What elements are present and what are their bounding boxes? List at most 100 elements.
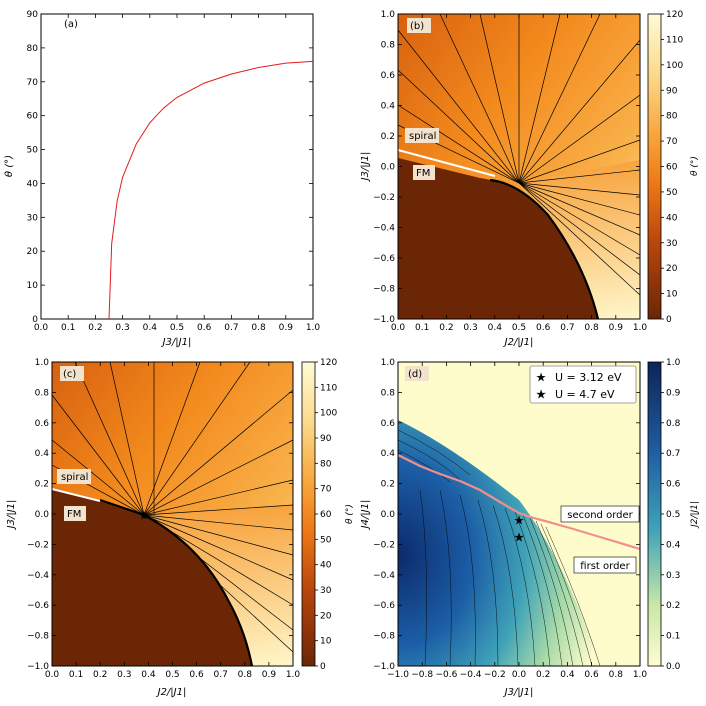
x-tick-label: −0.4 (460, 670, 482, 680)
colorbar-tick-label: 100 (320, 409, 337, 419)
panel-label-box-d (405, 366, 429, 381)
y-tick-label: 40 (27, 179, 39, 189)
y-tick-label: 0.6 (35, 419, 50, 429)
x-tick-label: 0.8 (609, 670, 624, 680)
y-tick-label: −0.4 (373, 224, 395, 234)
x-tick-label: 0.4 (560, 670, 575, 680)
colorbar-tick-label: 70 (666, 137, 678, 147)
colorbar-tick-label: 0.1 (666, 632, 680, 642)
y-tick-label: −0.6 (373, 254, 395, 264)
colorbar-tick-label: 120 (320, 358, 337, 368)
contour-lines-d (397, 429, 601, 667)
y-tick-label: 0.2 (35, 480, 49, 490)
colorbar-tick-label: 60 (666, 163, 678, 173)
y-tick-label: 0.8 (381, 41, 396, 51)
colorbar-tick-label: 100 (666, 61, 683, 71)
y-tick-label: −0.8 (373, 632, 395, 642)
panel-label-b: (b) (410, 21, 424, 32)
y-tick-label: 80 (27, 44, 39, 54)
x-tick-label: −0.6 (435, 670, 457, 680)
panel-label-a: (a) (64, 19, 78, 30)
x-tick-label: 0.6 (189, 670, 204, 680)
legend-label-u47: U = 4.7 eV (555, 388, 615, 401)
colorbar-d (647, 361, 662, 667)
colorbar-tick-label: 30 (666, 239, 678, 249)
y-tick-label: 90 (27, 10, 39, 20)
y-tick-label: 60 (27, 112, 39, 122)
y-axis-label-c: J3/|J1| (6, 500, 17, 531)
fm-boundary-c (99, 498, 254, 667)
y-tick-label: 0.4 (381, 102, 396, 112)
x-axis-label-c: J2/|J1| (156, 687, 187, 698)
y-tick-label: 0.2 (381, 132, 395, 142)
y-tick-label: −0.2 (27, 540, 49, 550)
x-tick-label: 1.0 (633, 323, 648, 333)
x-tick-label: 1.0 (633, 670, 648, 680)
red-star-marker-d: ★ (514, 514, 524, 527)
x-tick-label: 0.4 (141, 670, 156, 680)
spiral-label-box-b (405, 128, 439, 143)
colorbar-tick-label: 0.3 (666, 571, 680, 581)
colorbar-tick-label: 110 (320, 383, 337, 393)
colorbar-tick-label: 0.5 (666, 510, 680, 520)
theta-curve (108, 60, 314, 320)
colorbar-tick-label: 20 (666, 264, 678, 274)
fm-label-box-b (413, 165, 435, 180)
spiral-line-c (51, 488, 101, 502)
legend-d (529, 365, 637, 404)
x-tick-label: 0.0 (391, 323, 406, 333)
colorbar-tick-label: 90 (320, 434, 332, 444)
x-tick-label: 0.1 (415, 323, 429, 333)
colorbar-tick-label: 80 (666, 112, 678, 122)
colorbar-tick-label: 0.2 (666, 601, 680, 611)
panel-label-c: (c) (63, 369, 76, 380)
y-tick-label: 0.8 (381, 388, 396, 398)
x-tick-label: 0.5 (512, 323, 526, 333)
panel-label-box-b (407, 18, 431, 33)
x-tick-label: 0.7 (224, 323, 238, 333)
y-tick-label: 1.0 (35, 358, 50, 368)
y-tick-label: 0 (32, 315, 38, 325)
y-tick-label: 0.6 (381, 419, 396, 429)
x-tick-label: 0.2 (439, 323, 453, 333)
y-tick-label: 30 (27, 213, 39, 223)
fm-region-c (52, 488, 252, 666)
phase-boundary-d (397, 454, 641, 551)
panel-b: 0.0 0.1 0.2 0.3 0.4 0.5 0.6 0.7 0.8 0.9 1.0 −1.0 −0… (360, 10, 700, 348)
colorbar-tick-label: 0 (320, 662, 326, 672)
y-tick-label: 0.0 (381, 163, 396, 173)
panel-label-d: (d) (408, 369, 422, 380)
plot-area-a (40, 13, 314, 320)
x-tick-label: 0.2 (93, 670, 107, 680)
x-tick-label: 0.7 (214, 670, 228, 680)
spiral-line-b (397, 149, 496, 177)
y-tick-label: −0.2 (373, 540, 395, 550)
x-tick-label: 0.9 (279, 323, 294, 333)
colorbar-tick-label: 0.9 (666, 388, 681, 398)
y-axis-label-b: J3/|J1| (360, 152, 371, 183)
y-tick-label: −0.8 (373, 285, 395, 295)
colorbar-tick-label: 0.4 (666, 540, 681, 550)
x-tick-label: 0.2 (88, 323, 102, 333)
y-tick-label: 20 (27, 247, 39, 257)
colorbar-tick-label: 0 (666, 315, 672, 325)
contour-lines-c (51, 361, 294, 653)
x-tick-label: 0.0 (34, 323, 49, 333)
y-tick-label: 0.4 (35, 449, 50, 459)
x-tick-label: 0.4 (488, 323, 503, 333)
x-tick-label: 0.0 (45, 670, 60, 680)
x-tick-label: −0.8 (411, 670, 433, 680)
panel-label-box-c (60, 366, 84, 381)
y-tick-label: −0.4 (27, 571, 49, 581)
spiral-region-b (519, 160, 640, 319)
x-tick-label: 0.6 (197, 323, 212, 333)
y-tick-label: 50 (27, 146, 39, 156)
y-tick-label: 0.0 (381, 510, 396, 520)
colorbar-tick-label: 40 (320, 561, 332, 571)
fm-label-b: FM (416, 168, 430, 179)
fm-region-b (398, 158, 598, 319)
x-tick-label: 0.2 (536, 670, 550, 680)
colorbar-label-b: θ (°) (690, 156, 700, 176)
second-order-box (560, 505, 640, 523)
